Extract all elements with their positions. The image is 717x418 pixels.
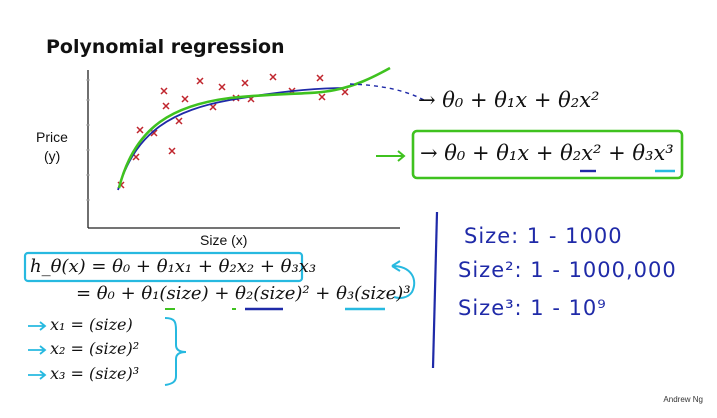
y-ticks (86, 79, 90, 201)
green-arrow (376, 150, 406, 162)
plot-axes (87, 70, 400, 229)
data-points (117, 73, 349, 189)
range-size-cubed: Size³: 1 - 10⁹ (458, 296, 607, 320)
feature-x2: x₂ = (size)² (50, 339, 140, 358)
feature-x3: x₃ = (size)³ (50, 364, 140, 383)
feature-arrows (28, 321, 47, 380)
ranges-divider (431, 211, 439, 369)
author-credit: Andrew Ng (663, 395, 703, 404)
quadratic-model: → θ₀ + θ₁x + θ₂x² (418, 88, 600, 112)
slide-title: Polynomial regression (46, 36, 285, 58)
cubic-highlight-box (411, 129, 684, 180)
feature-x1: x₁ = (size) (50, 315, 133, 334)
quadratic-pointer-dashed (349, 83, 425, 101)
quadratic-fit-curve (117, 87, 346, 191)
feature-brace (164, 317, 187, 386)
y-axis-label-unit: (y) (44, 148, 61, 164)
x-axis-label: Size (x) (200, 232, 248, 248)
hypothesis-definition: h_θ(x) = θ₀ + θ₁x₁ + θ₂x₂ + θ₃x₃ (30, 256, 317, 277)
cubic-model: → θ₀ + θ₁x + θ₂x² + θ₃x³ (420, 141, 674, 165)
hypothesis-expanded: = θ₀ + θ₁(size) + θ₂(size)² + θ₃(size)³ (76, 283, 411, 304)
range-size-squared: Size²: 1 - 1000,000 (458, 258, 677, 282)
cyan-loop-arrow (391, 265, 416, 299)
y-axis-label-price: Price (36, 129, 68, 145)
range-size: Size: 1 - 1000 (464, 224, 623, 248)
cubic-fit-curve (117, 66, 391, 189)
hypothesis-highlight-box (23, 251, 304, 283)
